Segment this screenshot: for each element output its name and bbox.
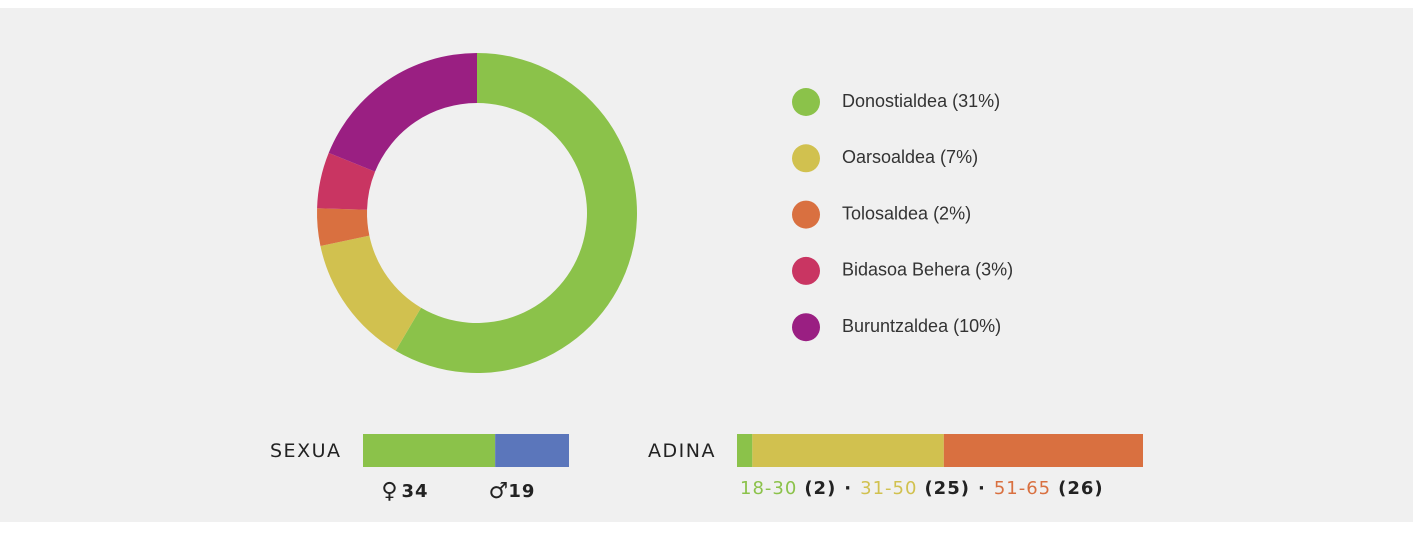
legend-swatch — [792, 200, 820, 229]
separator: · — [844, 478, 852, 499]
separator: · — [978, 478, 986, 499]
age-labels: 18-30 (2) · 31-50 (25) · 51-65 (26) — [740, 478, 1104, 499]
bar-segment — [943, 434, 1143, 467]
legend-swatch — [792, 88, 820, 116]
sex-symbol: ♀ — [381, 479, 397, 504]
donut-segment — [317, 152, 376, 210]
age-range: 18-30 — [740, 478, 797, 499]
legend-swatch — [792, 313, 820, 342]
donut-segment — [316, 208, 370, 246]
legend-label: Oarsoaldea (7%) — [842, 147, 978, 167]
legend-label: Tolosaldea (2%) — [842, 203, 971, 223]
bar-segment — [737, 434, 753, 467]
legend-swatch — [792, 144, 820, 173]
bar-title: SEXUA — [270, 440, 342, 462]
legend-label: Bidasoa Behera (3%) — [842, 260, 1013, 280]
age-range: 31-50 — [860, 478, 917, 499]
sex-label: ♂19 — [489, 479, 536, 504]
legend-swatch — [792, 256, 820, 285]
legend-label: Buruntzaldea (10%) — [842, 316, 1001, 336]
age-count: (26) — [1058, 478, 1104, 499]
sex-symbol: ♂ — [489, 479, 509, 504]
age-range: 51-65 — [994, 478, 1051, 499]
bar-segment — [752, 434, 944, 467]
bar-title: ADINA — [648, 440, 716, 462]
sex-count: 19 — [508, 481, 535, 502]
donut-segment — [320, 235, 422, 351]
bar-segment — [495, 434, 569, 467]
sex-label: ♀ 34 — [381, 479, 428, 504]
sex-count: 34 — [402, 481, 429, 502]
donut-segment — [395, 53, 637, 373]
donut-segment — [328, 53, 477, 172]
bar-segment — [363, 434, 496, 467]
legend-label: Donostialdea (31%) — [842, 91, 1000, 111]
panel — [0, 8, 1413, 522]
age-count: (25) — [924, 478, 970, 499]
age-count: (2) — [804, 478, 836, 499]
